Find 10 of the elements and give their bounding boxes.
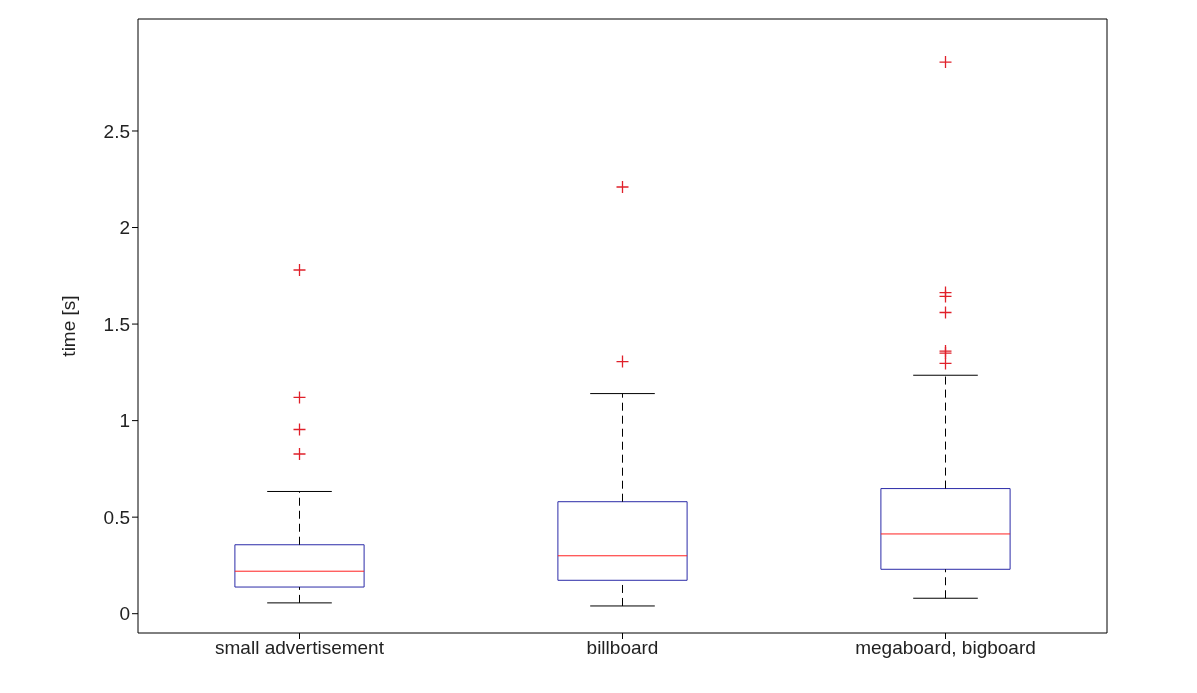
y-axis-title: time [s] [57, 295, 79, 357]
y-tick-label: 2.5 [103, 120, 130, 142]
y-tick-label: 2 [119, 217, 130, 239]
y-tick-label: 1.5 [103, 313, 130, 335]
x-tick-label: megaboard, bigboard [855, 637, 1036, 659]
y-tick-label: 0 [119, 603, 130, 625]
y-tick-label: 1 [119, 410, 130, 432]
x-tick-label: billboard [586, 637, 659, 659]
x-tick-label: small advertisement [215, 637, 385, 659]
y-tick-label: 0.5 [103, 506, 130, 528]
